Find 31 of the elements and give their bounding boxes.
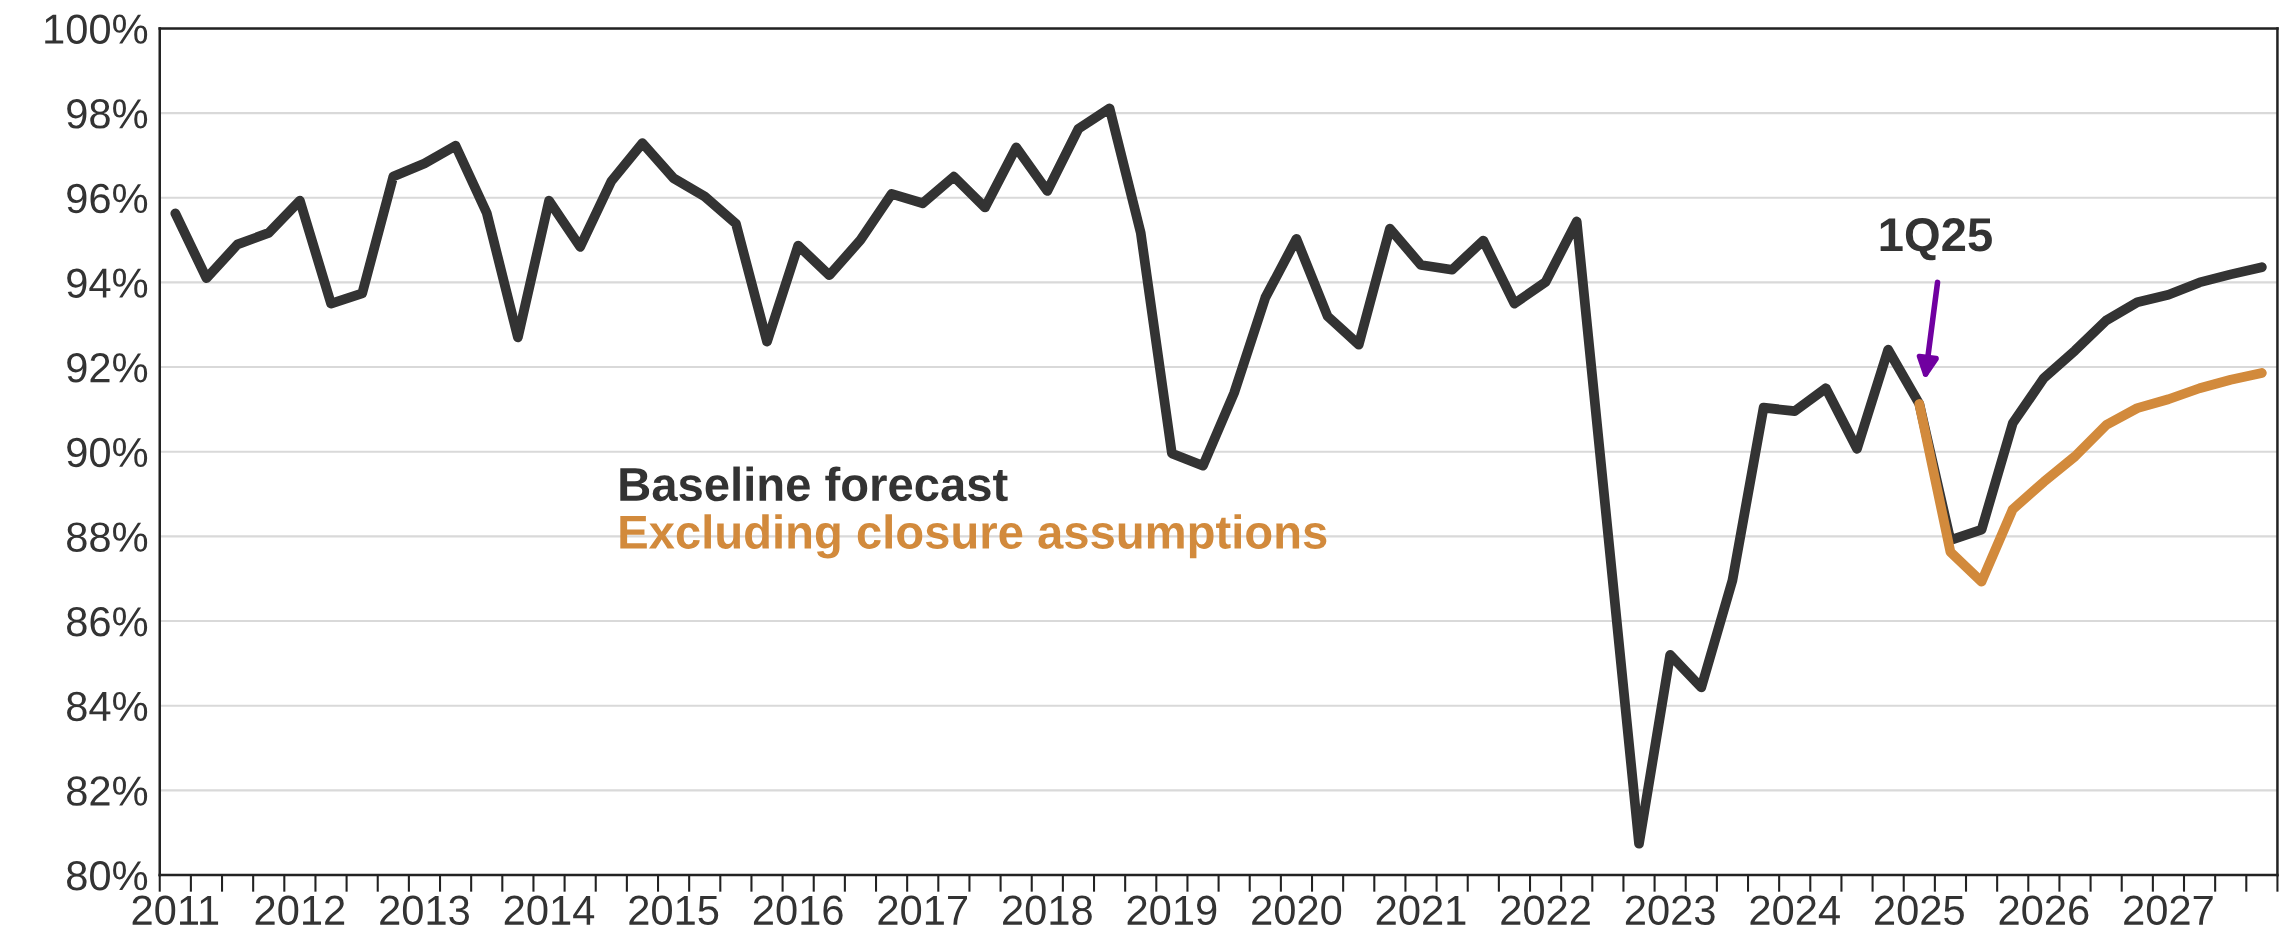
- text: Excluding closure assumptions: [620, 514, 1327, 559]
- x-tick-label: 2011: [132, 895, 219, 926]
- x-tick-label: 2019: [1127, 895, 1217, 926]
- x-tick-label: 2018: [1003, 895, 1092, 926]
- y-tick-label: 80%: [67, 861, 148, 891]
- x-tick-label: 2025: [1875, 895, 1964, 926]
- y-tick-label: 96%: [67, 183, 148, 214]
- y-tick-label: 82%: [67, 776, 148, 806]
- y-tick-label: 100%: [45, 14, 148, 44]
- x-tick-label: 2024: [1750, 895, 1840, 926]
- x-tick-label: 2022: [1501, 895, 1590, 926]
- y-tick-label: 86%: [67, 607, 148, 637]
- x-tick-label: 2016: [753, 895, 843, 926]
- y-tick-label: 88%: [67, 522, 148, 552]
- y-tick-label: 84%: [67, 691, 148, 722]
- x-tick-label: 2021: [1376, 895, 1466, 926]
- x-tick-label: 2027: [2124, 895, 2213, 926]
- x-tick-label: 2012: [255, 895, 345, 926]
- x-tick-label: 2017: [878, 895, 967, 926]
- x-tick-label: 2023: [1625, 895, 1715, 926]
- x-tick-label: 2015: [629, 895, 719, 926]
- y-tick-label: 92%: [67, 353, 148, 383]
- x-tick-label: 2013: [380, 895, 469, 926]
- x-tick-label: 2020: [1252, 895, 1342, 926]
- annotation: 1Q25: [1880, 218, 1992, 261]
- y-tick-label: 98%: [67, 99, 148, 129]
- y-tick-label: 94%: [67, 268, 148, 298]
- y-tick-label: 90%: [67, 437, 148, 468]
- text: Baseline forecast: [620, 466, 1008, 502]
- x-tick-label: 2014: [504, 895, 595, 926]
- x-tick-label: 2026: [1999, 895, 2089, 926]
